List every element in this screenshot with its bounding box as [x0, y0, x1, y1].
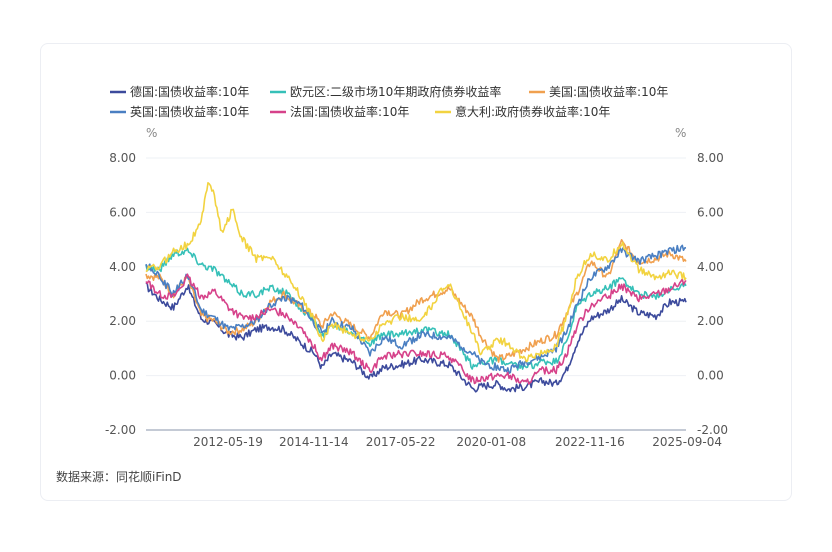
- y-tick-right: -2.00: [697, 423, 728, 437]
- y-tick-left: 4.00: [109, 260, 136, 274]
- data-source-label: 数据来源：同花顺iFinD: [56, 469, 182, 484]
- legend-label: 英国:国债收益率:10年: [130, 104, 249, 119]
- y-tick-left: 6.00: [109, 205, 136, 219]
- series-lines: [145, 182, 687, 393]
- y-tick-left: 0.00: [109, 369, 136, 383]
- series-line-0: [145, 282, 687, 393]
- series-line-3: [145, 244, 687, 374]
- y-tick-right: 2.00: [697, 314, 724, 328]
- x-tick-label: 2012-05-19: [193, 435, 263, 449]
- y-tick-right: 8.00: [697, 151, 724, 165]
- y-tick-right: 4.00: [697, 260, 724, 274]
- legend: 德国:国债收益率:10年 欧元区:二级市场10年期政府债券收益率 美国:国债收益率:…: [110, 84, 668, 119]
- left-axis-unit: %: [146, 126, 157, 140]
- right-axis-unit: %: [675, 126, 686, 140]
- x-tick-label: 2014-11-14: [279, 435, 349, 449]
- y-tick-right: 0.00: [697, 369, 724, 383]
- series-line-4: [145, 273, 687, 385]
- y-tick-left: 8.00: [109, 151, 136, 165]
- legend-label: 德国:国债收益率:10年: [130, 84, 249, 99]
- series-line-5: [145, 182, 687, 363]
- y-axis-ticks: 8.00 8.00 6.00 6.00 4.00 4.00 2.00 2.00 0.00 0.00…: [105, 151, 728, 437]
- legend-label: 意大利:政府债券收益率:10年: [455, 104, 610, 119]
- series-line-2: [145, 239, 687, 363]
- legend-label: 法国:国债收益率:10年: [290, 104, 409, 119]
- x-tick-label: 2017-05-22: [366, 435, 436, 449]
- y-tick-left: -2.00: [105, 423, 136, 437]
- y-tick-left: 2.00: [109, 314, 136, 328]
- legend-label: 美国:国债收益率:10年: [549, 84, 668, 99]
- chart-card: [40, 43, 792, 501]
- x-tick-label: 2020-01-08: [456, 435, 526, 449]
- x-tick-label: 2025-09-04: [652, 435, 722, 449]
- x-axis-ticks: 2012-05-19 2014-11-14 2017-05-22 2020-01-08…: [193, 435, 722, 449]
- x-tick-label: 2022-11-16: [555, 435, 625, 449]
- legend-label: 欧元区:二级市场10年期政府债券收益率: [290, 84, 501, 99]
- y-tick-right: 6.00: [697, 205, 724, 219]
